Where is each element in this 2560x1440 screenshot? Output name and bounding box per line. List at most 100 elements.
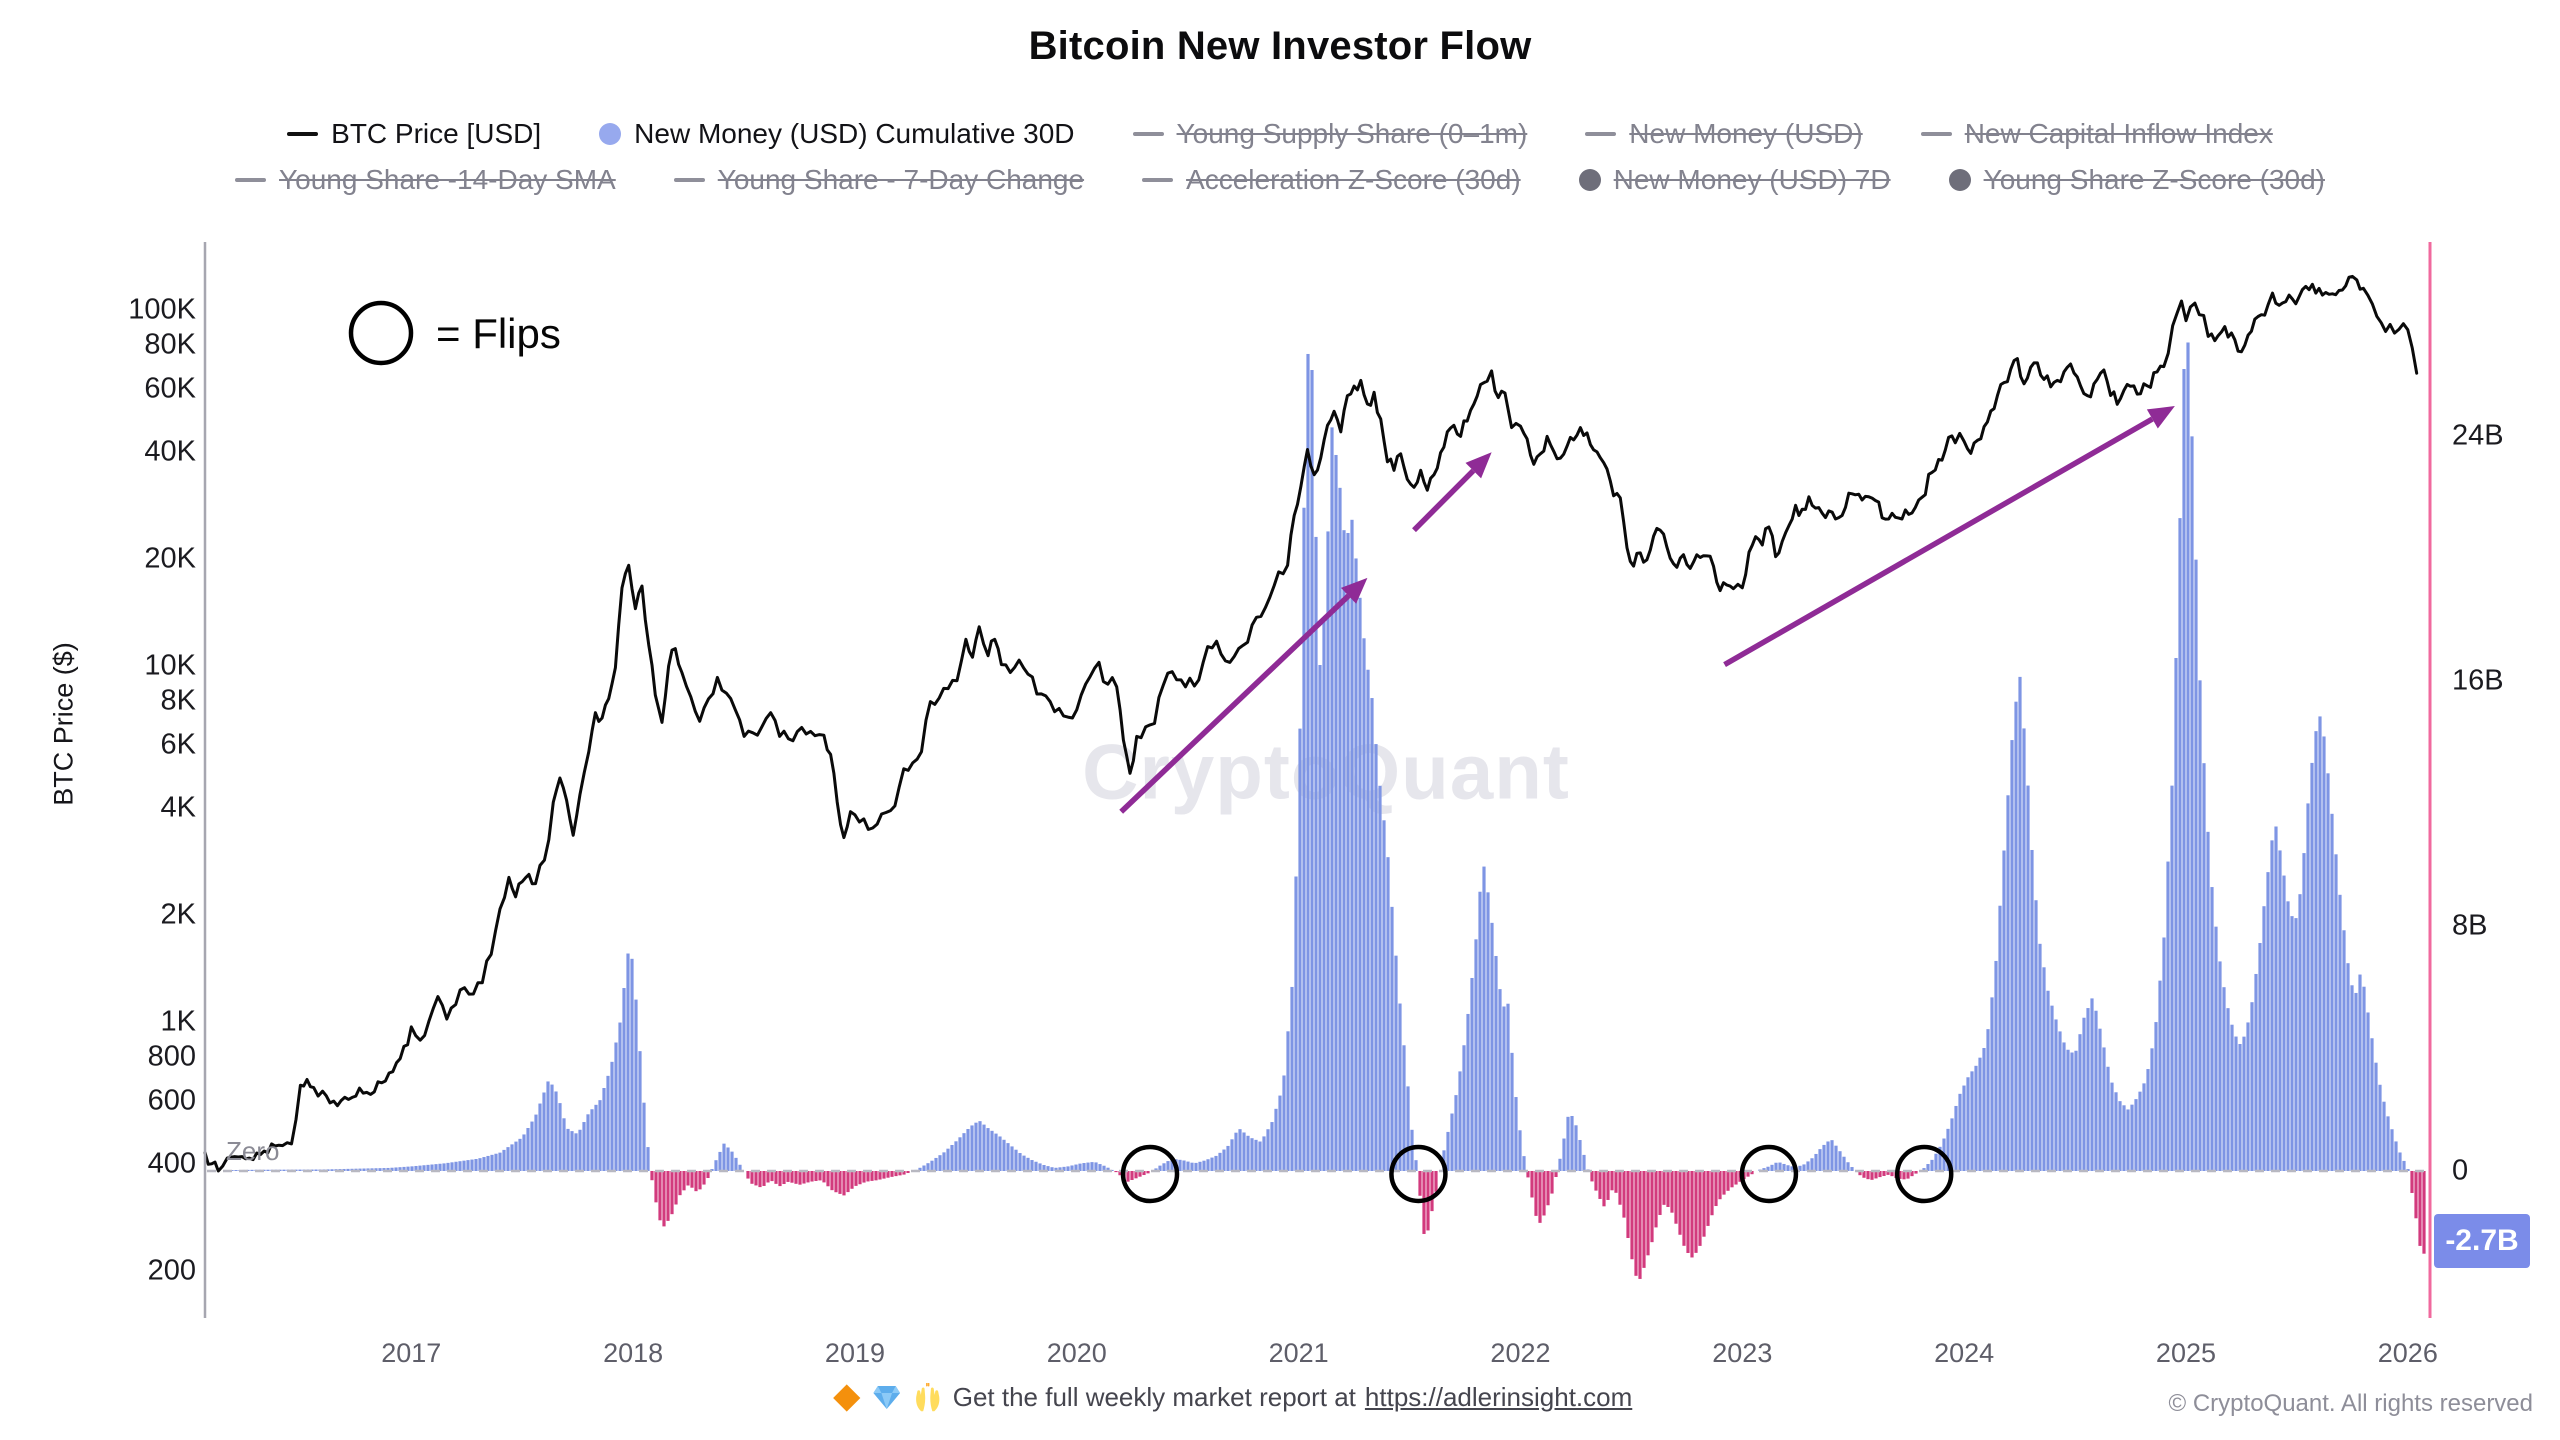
new-money-bar bbox=[478, 1158, 482, 1171]
new-money-bar bbox=[1722, 1171, 1726, 1195]
legend-item-young-share-z-score-30d[interactable]: Young Share Z-Score (30d) bbox=[1948, 164, 2325, 196]
new-money-bar bbox=[1610, 1171, 1614, 1191]
legend-item-new-money-usd-7d[interactable]: New Money (USD) 7D bbox=[1578, 164, 1891, 196]
new-money-bar bbox=[1458, 1071, 1462, 1171]
x-axis-tick: 2022 bbox=[1490, 1338, 1551, 1368]
new-money-bar bbox=[1338, 487, 1342, 1172]
new-money-bar bbox=[1194, 1162, 1198, 1171]
new-money-bar bbox=[602, 1088, 606, 1171]
new-money-bar bbox=[498, 1152, 502, 1171]
new-money-bar bbox=[778, 1171, 782, 1187]
legend-item-young-share-14-day-sma[interactable]: Young Share -14-Day SMA bbox=[235, 164, 616, 196]
new-money-bar bbox=[1354, 558, 1358, 1171]
new-money-bar bbox=[1486, 892, 1490, 1171]
new-money-bar bbox=[1498, 989, 1502, 1171]
x-axis-tick: 2024 bbox=[1934, 1338, 1995, 1368]
new-money-bar bbox=[586, 1114, 590, 1171]
x-axis-tick: 2025 bbox=[2155, 1338, 2217, 1368]
new-money-bar bbox=[2142, 1083, 2146, 1171]
new-money-bar bbox=[1314, 536, 1318, 1171]
legend-item-young-supply-share-0-1m[interactable]: Young Supply Share (0–1m) bbox=[1132, 118, 1528, 150]
new-money-bar bbox=[1022, 1155, 1026, 1171]
line-marker-icon bbox=[1142, 178, 1174, 182]
new-money-bar bbox=[870, 1171, 874, 1181]
new-money-bar bbox=[390, 1167, 394, 1171]
y-axis-left-tick: 60K bbox=[144, 372, 196, 405]
new-money-bar bbox=[1514, 1097, 1518, 1171]
new-money-bar bbox=[1774, 1162, 1778, 1171]
x-axis-tick: 2021 bbox=[1268, 1338, 1329, 1368]
new-money-bar bbox=[790, 1171, 794, 1183]
new-money-bar bbox=[1246, 1135, 1250, 1171]
new-money-bar bbox=[2270, 840, 2274, 1171]
new-money-bar bbox=[1030, 1160, 1034, 1171]
new-money-bar bbox=[2102, 1047, 2106, 1171]
new-money-bar bbox=[902, 1171, 906, 1175]
new-money-bar bbox=[730, 1151, 734, 1171]
new-money-bar bbox=[1478, 891, 1482, 1171]
new-money-bar bbox=[1374, 744, 1378, 1171]
legend-item-label: Young Share - 7-Day Change bbox=[717, 164, 1085, 195]
new-money-bar bbox=[762, 1171, 766, 1186]
new-money-bar bbox=[434, 1164, 438, 1171]
new-money-bar bbox=[1578, 1140, 1582, 1171]
new-money-bar bbox=[1718, 1171, 1722, 1200]
new-money-bar bbox=[2234, 1036, 2238, 1171]
new-money-bar bbox=[2374, 1062, 2378, 1171]
legend-item-new-capital-inflow-index[interactable]: New Capital Inflow Index bbox=[1920, 118, 2273, 150]
new-money-bar bbox=[1190, 1162, 1194, 1171]
new-money-bar bbox=[1346, 532, 1350, 1171]
new-money-bar bbox=[918, 1167, 922, 1171]
new-money-bar bbox=[1870, 1171, 1874, 1180]
footer-report-link[interactable]: https://adlerinsight.com bbox=[1364, 1382, 1633, 1412]
legend-item-young-share-7-day-change[interactable]: Young Share - 7-Day Change bbox=[673, 164, 1085, 196]
legend-item-acceleration-z-score-30d[interactable]: Acceleration Z-Score (30d) bbox=[1142, 164, 1521, 196]
new-money-bar bbox=[378, 1168, 382, 1171]
new-money-bar bbox=[2334, 854, 2338, 1171]
new-money-bar bbox=[974, 1122, 978, 1171]
legend-item-new-money-usd-cumulative-30d[interactable]: New Money (USD) Cumulative 30D bbox=[599, 118, 1075, 150]
new-money-bar bbox=[770, 1171, 774, 1182]
new-money-bar bbox=[954, 1141, 958, 1171]
flip-circle bbox=[1894, 1144, 1954, 1204]
new-money-bar bbox=[522, 1134, 526, 1171]
new-money-bar bbox=[774, 1171, 778, 1184]
new-money-bar bbox=[366, 1168, 370, 1171]
legend-item-btc-price-usd[interactable]: BTC Price [USD] bbox=[287, 118, 541, 150]
new-money-bar bbox=[510, 1144, 514, 1171]
new-money-bar bbox=[426, 1164, 430, 1171]
new-money-bar bbox=[1866, 1171, 1870, 1180]
new-money-bar bbox=[1434, 1171, 1438, 1192]
new-money-bar bbox=[1558, 1158, 1562, 1171]
new-money-bar bbox=[1562, 1138, 1566, 1171]
new-money-bar bbox=[2190, 436, 2194, 1172]
new-money-bar bbox=[798, 1171, 802, 1185]
legend-item-label: Young Supply Share (0–1m) bbox=[1176, 118, 1528, 149]
new-money-bar bbox=[706, 1171, 710, 1179]
new-money-bar bbox=[394, 1167, 398, 1171]
new-money-bar bbox=[1818, 1149, 1822, 1171]
new-money-bar bbox=[1042, 1165, 1046, 1171]
new-money-bar bbox=[1054, 1167, 1058, 1171]
new-money-bar bbox=[442, 1163, 446, 1171]
new-money-bar bbox=[686, 1171, 690, 1186]
new-money-bar bbox=[1914, 1171, 1918, 1174]
new-money-bar bbox=[1406, 1086, 1410, 1171]
trend-arrow-line bbox=[1723, 416, 2154, 668]
new-money-bar bbox=[2082, 1017, 2086, 1171]
new-money-bar bbox=[1682, 1171, 1686, 1246]
line-marker-icon bbox=[1585, 132, 1617, 136]
new-money-bar bbox=[714, 1160, 718, 1171]
new-money-bar bbox=[1678, 1171, 1682, 1235]
x-axis-tick: 2017 bbox=[381, 1338, 442, 1368]
new-money-bar bbox=[1502, 1006, 1506, 1171]
new-money-bar bbox=[1298, 728, 1302, 1171]
legend-item-new-money-usd[interactable]: New Money (USD) bbox=[1585, 118, 1863, 150]
new-money-bar bbox=[838, 1171, 842, 1194]
new-money-bar bbox=[346, 1168, 350, 1171]
new-money-bar bbox=[1526, 1171, 1530, 1178]
new-money-bar bbox=[2174, 658, 2178, 1171]
new-money-bar bbox=[530, 1121, 534, 1171]
new-money-bar bbox=[1838, 1151, 1842, 1171]
new-money-bar bbox=[802, 1171, 806, 1184]
